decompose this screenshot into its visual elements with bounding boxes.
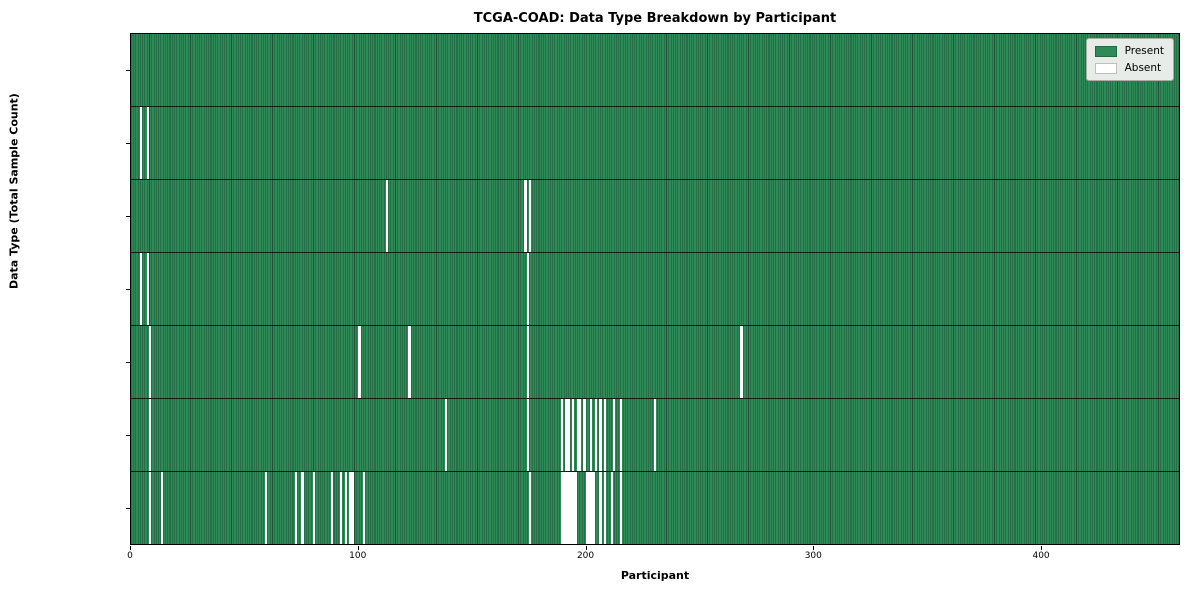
absent-stripe [362, 472, 366, 544]
absent-stripe [562, 472, 566, 544]
absent-stripe [349, 472, 352, 544]
absent-stripe [567, 472, 570, 544]
x-tick-mark [130, 546, 131, 550]
absent-stripe [265, 472, 268, 544]
heatmap-row-CN [131, 253, 1179, 326]
absent-stripe [149, 472, 152, 544]
legend-swatch-present-icon [1094, 45, 1117, 57]
absent-stripe [603, 472, 607, 544]
y-tick-mark [125, 215, 130, 217]
absent-stripe [149, 399, 152, 471]
x-tick-label: 400 [1032, 551, 1050, 561]
absent-stripe [565, 399, 568, 471]
absent-stripe [740, 326, 743, 398]
absent-stripe [312, 472, 316, 544]
absent-stripe [140, 107, 143, 179]
absent-stripe [578, 399, 582, 471]
y-tick-mark [125, 435, 130, 437]
y-tick-mark [125, 362, 130, 364]
absent-stripe [444, 399, 447, 471]
absent-stripe [585, 472, 588, 544]
absent-stripe [572, 472, 575, 544]
x-tick-mark [1041, 546, 1043, 550]
absent-stripe [567, 399, 570, 471]
absent-stripe [590, 472, 593, 544]
x-tick-mark [813, 546, 815, 550]
x-tick-mark [357, 546, 359, 550]
absent-stripe [612, 399, 616, 471]
heatmap-row-mRNA [131, 326, 1179, 399]
x-axis-label: Participant [620, 569, 690, 582]
absent-stripe [653, 399, 657, 471]
absent-stripe [331, 472, 334, 544]
y-tick-mark [125, 289, 130, 290]
legend-entry-present: Present [1094, 45, 1164, 57]
absent-stripe [569, 472, 573, 544]
x-tick-label: 100 [349, 551, 367, 561]
absent-stripe [528, 472, 532, 544]
absent-stripe [599, 472, 602, 544]
absent-stripe [344, 472, 347, 544]
y-tick-mark [125, 508, 130, 510]
legend-label-present: Present [1124, 45, 1164, 57]
absent-stripe [599, 399, 602, 471]
absent-stripe [385, 180, 388, 252]
absent-stripe [526, 399, 529, 471]
absent-stripe [358, 326, 361, 398]
x-tick-label: 300 [804, 551, 822, 561]
absent-stripe [590, 399, 593, 471]
absent-stripe [594, 399, 598, 471]
absent-stripe [351, 472, 354, 544]
heatmap-row-Methylation [131, 180, 1179, 253]
x-tick-label: 200 [576, 551, 595, 561]
absent-stripe [146, 253, 150, 325]
legend: Present Absent [1085, 38, 1174, 81]
heatmap-row-miR [131, 399, 1179, 472]
absent-stripe [619, 399, 623, 471]
absent-stripe [149, 326, 152, 398]
absent-stripe [565, 472, 568, 544]
heatmap-row-BCR [131, 34, 1179, 107]
absent-stripe [140, 253, 143, 325]
absent-stripe [528, 180, 532, 252]
absent-stripe [572, 399, 575, 471]
absent-stripe [301, 472, 304, 544]
absent-stripe [160, 472, 163, 544]
absent-stripe [294, 472, 297, 544]
heatmap-row-Clinical [131, 107, 1179, 180]
x-tick-label: 0 [127, 551, 133, 561]
absent-stripe [340, 472, 343, 544]
y-tick-mark [125, 69, 130, 71]
absent-stripe [524, 180, 527, 252]
x-tick-mark [585, 546, 587, 550]
legend-entry-absent: Absent [1094, 62, 1164, 74]
absent-stripe [587, 472, 591, 544]
absent-stripe [408, 326, 411, 398]
absent-stripe [576, 399, 579, 471]
heatmap-row-MAF [131, 472, 1179, 544]
legend-label-absent: Absent [1124, 62, 1162, 74]
absent-stripe [603, 399, 607, 471]
absent-stripe [592, 472, 595, 544]
y-axis-label: Data Type (Total Sample Count) [7, 93, 21, 289]
absent-stripe [574, 472, 577, 544]
absent-stripe [619, 472, 623, 544]
plot-area: Present Absent [130, 33, 1180, 545]
absent-stripe [610, 472, 613, 544]
absent-stripe [560, 472, 563, 544]
absent-stripe [560, 399, 563, 471]
absent-stripe [583, 399, 586, 471]
absent-stripe [526, 253, 529, 325]
chart-title: TCGA-COAD: Data Type Breakdown by Partic… [473, 11, 837, 26]
absent-stripe [146, 107, 150, 179]
absent-stripe [526, 326, 529, 398]
legend-swatch-absent-icon [1094, 62, 1117, 74]
y-tick-mark [125, 142, 130, 144]
